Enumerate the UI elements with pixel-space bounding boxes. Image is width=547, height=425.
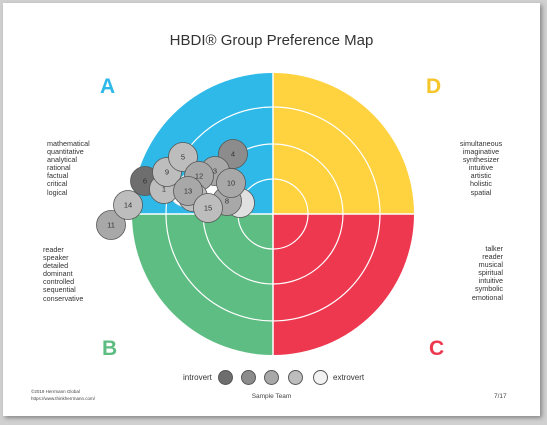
member-markers: 111461954328101271315 bbox=[96, 139, 255, 240]
member-marker-13: 13 bbox=[173, 176, 203, 206]
footer-page-number: 7/17 bbox=[494, 393, 507, 400]
word-a: quantitative bbox=[47, 147, 84, 157]
word-b: reader bbox=[43, 245, 64, 254]
legend-introvert-label: introvert bbox=[183, 373, 212, 382]
word-a: rational bbox=[47, 163, 71, 173]
quadrant-c-words: talker reader musical spiritual intuitiv… bbox=[443, 244, 503, 302]
word-a: logical bbox=[47, 187, 68, 197]
member-label: 9 bbox=[165, 168, 169, 177]
word-d: intuitive bbox=[468, 163, 494, 173]
member-marker-10: 10 bbox=[216, 168, 246, 198]
member-marker-15: 15 bbox=[193, 193, 223, 223]
legend-dot-5 bbox=[313, 370, 328, 385]
member-circle bbox=[113, 190, 143, 220]
footer-url[interactable]: https://www.thinkherrmann.com/ bbox=[31, 396, 96, 401]
word-b: detailed bbox=[43, 261, 69, 271]
word-d: simultaneous bbox=[459, 139, 503, 148]
word-d: spatial bbox=[470, 187, 492, 197]
member-circle bbox=[216, 168, 246, 198]
quadrant-c-letter: C bbox=[429, 337, 445, 360]
legend-dot-4 bbox=[288, 370, 303, 385]
member-label: 4 bbox=[231, 150, 235, 159]
member-label: 11 bbox=[107, 221, 115, 230]
quadrant-b-letter: B bbox=[102, 337, 118, 360]
member-label: 6 bbox=[143, 177, 147, 186]
member-label: 15 bbox=[204, 204, 212, 213]
word-a: analytical bbox=[47, 155, 77, 165]
word-b: controlled bbox=[43, 277, 75, 287]
member-circle bbox=[96, 210, 126, 240]
legend-dot-1 bbox=[218, 370, 233, 385]
member-label: 10 bbox=[227, 179, 235, 188]
quadrant-d-sector bbox=[273, 73, 414, 214]
word-c: musical bbox=[478, 260, 503, 270]
preference-map: 111461954328101271315 bbox=[96, 73, 414, 355]
word-c: spiritual bbox=[478, 268, 503, 278]
word-c: intuitive bbox=[478, 276, 503, 286]
word-b: conservative bbox=[43, 293, 84, 303]
footer-copyright: ©2019 Herrmann Global bbox=[31, 389, 80, 394]
word-b: sequential bbox=[43, 285, 76, 295]
word-d: imaginative bbox=[462, 147, 500, 157]
word-d: synthesizer bbox=[462, 155, 500, 165]
page-title: HBDI® Group Preference Map bbox=[169, 32, 374, 49]
member-label: 12 bbox=[195, 172, 203, 181]
member-marker-14: 14 bbox=[113, 190, 143, 220]
word-a: critical bbox=[47, 179, 68, 189]
member-circle bbox=[193, 193, 223, 223]
word-a: factual bbox=[47, 171, 69, 181]
quadrant-b-words: reader speaker detailed dominant control… bbox=[43, 245, 84, 303]
word-c: emotional bbox=[471, 292, 503, 302]
word-b: dominant bbox=[43, 269, 73, 279]
member-circle bbox=[173, 176, 203, 206]
quadrant-c-sector bbox=[273, 214, 414, 355]
quadrant-a-letter: A bbox=[100, 75, 116, 98]
member-label: 8 bbox=[225, 197, 229, 206]
member-label: 5 bbox=[181, 153, 185, 162]
word-b: speaker bbox=[43, 253, 69, 263]
word-c: reader bbox=[482, 252, 503, 262]
word-c: talker bbox=[485, 244, 503, 253]
footer-team-name: Sample Team bbox=[251, 393, 292, 400]
member-label: 3 bbox=[213, 167, 217, 176]
member-marker-11: 11 bbox=[96, 210, 126, 240]
quadrant-d-letter: D bbox=[426, 75, 442, 98]
quadrant-d-words: simultaneous imaginative synthesizer int… bbox=[453, 139, 509, 197]
word-c: symbolic bbox=[475, 284, 503, 294]
member-label: 14 bbox=[124, 201, 132, 210]
member-label: 13 bbox=[184, 187, 192, 196]
quadrant-b-sector bbox=[132, 214, 273, 355]
legend-dot-3 bbox=[264, 370, 279, 385]
word-a: mathematical bbox=[47, 139, 90, 148]
legend-extrovert-label: extrovert bbox=[333, 373, 365, 382]
quadrant-a-words: mathematical quantitative analytical rat… bbox=[47, 139, 90, 197]
report-page: HBDI® Group Preference Map 1114619543281… bbox=[3, 3, 540, 416]
member-label: 1 bbox=[162, 185, 166, 194]
word-d: holistic bbox=[470, 179, 492, 189]
word-d: artistic bbox=[470, 171, 492, 181]
legend-dot-2 bbox=[241, 370, 256, 385]
